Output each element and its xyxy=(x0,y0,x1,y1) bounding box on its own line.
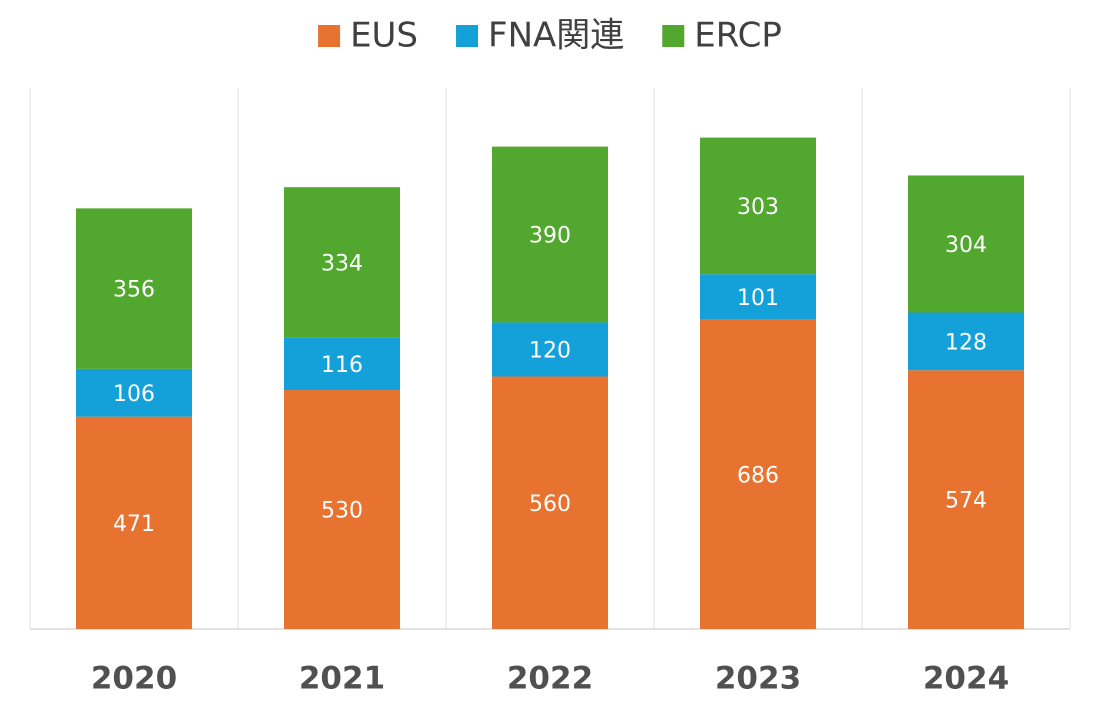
value-label: 686 xyxy=(737,463,779,488)
legend-label: ERCP xyxy=(694,16,782,56)
bar-segment xyxy=(284,390,400,629)
value-label: 304 xyxy=(945,233,987,258)
value-label: 560 xyxy=(529,492,571,517)
x-tick-label: 2023 xyxy=(715,661,801,697)
bar-segment xyxy=(492,376,608,629)
legend-swatch xyxy=(456,25,479,47)
x-tick-label: 2020 xyxy=(91,661,177,697)
legend-label: EUS xyxy=(350,16,418,56)
legend-label: FNA関連 xyxy=(488,16,624,56)
bar-segment xyxy=(76,208,192,369)
legend-swatch xyxy=(318,25,341,47)
bar-segment xyxy=(284,187,400,338)
bar-segment xyxy=(700,137,816,275)
bar-segment xyxy=(76,368,192,417)
bar-segment xyxy=(76,416,192,629)
value-label: 106 xyxy=(113,382,155,407)
value-label: 471 xyxy=(113,512,155,537)
value-label: 303 xyxy=(737,195,779,220)
bar-segment xyxy=(700,274,816,320)
bar-segment xyxy=(492,322,608,377)
x-tick-label: 2021 xyxy=(299,661,385,697)
bar-segment xyxy=(908,312,1024,371)
value-label: 574 xyxy=(945,489,987,514)
value-label: 356 xyxy=(113,278,155,303)
x-tick-label: 2024 xyxy=(923,661,1009,697)
value-label: 128 xyxy=(945,330,987,355)
bar-segment xyxy=(908,370,1024,629)
value-label: 390 xyxy=(529,224,571,249)
legend-swatch xyxy=(662,25,685,47)
bar-segment xyxy=(284,337,400,391)
value-label: 101 xyxy=(737,286,779,311)
value-label: 530 xyxy=(321,499,363,524)
bar-segment xyxy=(700,319,816,629)
bar-segment xyxy=(908,175,1024,313)
value-label: 116 xyxy=(321,353,363,378)
x-tick-label: 2022 xyxy=(507,661,593,697)
value-label: 334 xyxy=(321,251,363,276)
value-label: 120 xyxy=(529,338,571,363)
bar-segment xyxy=(492,146,608,323)
